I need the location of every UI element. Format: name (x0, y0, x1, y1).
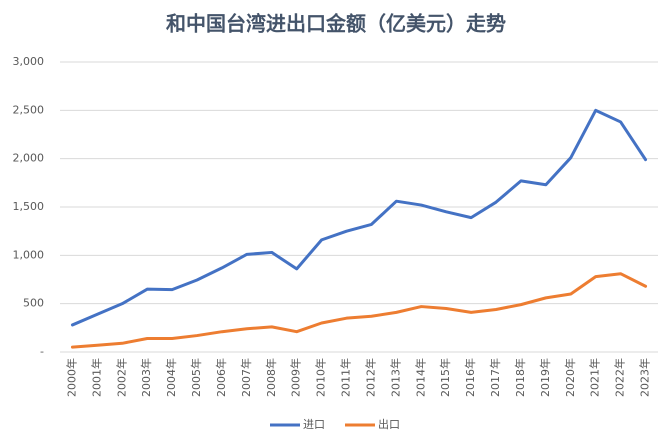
x-tick-label: 2008年 (264, 358, 278, 397)
x-tick-label: 2001年 (89, 358, 103, 397)
x-tick-label: 2010年 (314, 358, 328, 397)
x-tick-label: 2016年 (463, 358, 477, 397)
x-tick-label: 2014年 (413, 358, 427, 397)
x-tick-label: 2019年 (538, 358, 552, 397)
x-tick-label: 2003年 (139, 358, 153, 397)
legend-label: 出口 (378, 417, 400, 431)
legend-label: 进口 (303, 418, 325, 431)
x-tick-label: 2017年 (488, 358, 502, 397)
y-tick-label: 1,000 (13, 248, 45, 261)
line-series (70, 272, 648, 349)
x-tick-label: 2011年 (339, 358, 353, 397)
line-series (70, 108, 648, 327)
y-tick-label: 3,000 (13, 55, 45, 68)
y-tick-label: - (40, 345, 44, 358)
x-tick-label: 2015年 (438, 358, 452, 397)
x-tick-label: 2009年 (289, 358, 303, 397)
x-tick-label: 2000年 (64, 358, 78, 397)
x-tick-label: 2018年 (513, 358, 527, 397)
x-tick-label: 2007年 (239, 358, 253, 397)
x-tick-label: 2021年 (588, 358, 602, 397)
y-tick-label: 500 (23, 297, 44, 310)
x-tick-label: 2004年 (164, 358, 178, 397)
y-tick-label: 1,500 (13, 200, 45, 213)
x-tick-label: 2022年 (613, 358, 627, 397)
x-tick-label: 2012年 (363, 358, 377, 397)
x-tick-label: 2006年 (214, 358, 228, 397)
y-tick-label: 2,500 (13, 103, 45, 116)
x-tick-label: 2013年 (388, 358, 402, 397)
x-tick-label: 2002年 (114, 358, 128, 397)
x-tick-label: 2023年 (638, 358, 652, 397)
chart-title: 和中国台湾进出口金额（亿美元）走势 (166, 12, 506, 36)
x-tick-label: 2005年 (189, 358, 203, 397)
y-tick-label: 2,000 (13, 152, 45, 165)
x-tick-label: 2020年 (563, 358, 577, 397)
